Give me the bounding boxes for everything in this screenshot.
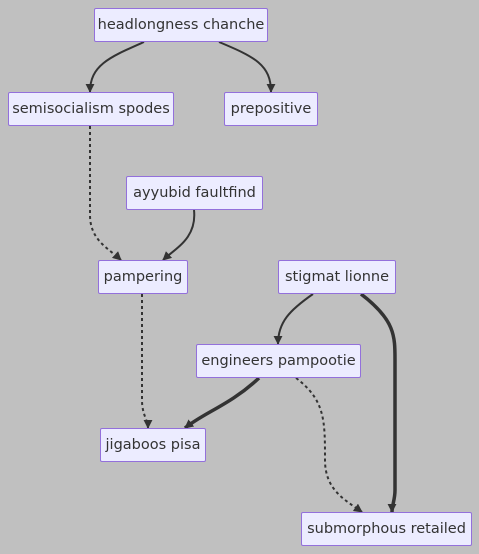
edge-engineers-jigaboos [183, 376, 261, 430]
node-jigaboos-pisa: jigaboos pisa [100, 428, 206, 462]
edge-ayyubid-pampering [162, 209, 196, 261]
node-ayyubid-faultfind: ayyubid faultfind [126, 176, 263, 210]
node-submorphous-retailed: submorphous retailed [301, 512, 472, 546]
edge-stigmat-engineers [273, 293, 314, 345]
edge-stigmat-submorphous [359, 292, 397, 513]
node-engineers-pampootie: engineers pampootie [196, 344, 361, 378]
edge-headlongness-semisocialism [85, 41, 145, 93]
edge-engineers-submorphous [295, 377, 363, 513]
node-headlongness-chanche: headlongness chanche [94, 8, 268, 42]
node-pampering: pampering [98, 260, 188, 294]
node-stigmat-lionne: stigmat lionne [278, 260, 396, 294]
node-prepositive: prepositive [224, 92, 318, 126]
edge-headlongness-prepositive [218, 41, 276, 93]
node-semisocialism-spodes: semisocialism spodes [8, 92, 174, 126]
edge-semisocialism-pampering [89, 126, 122, 261]
edge-pampering-jigaboos [141, 294, 153, 429]
